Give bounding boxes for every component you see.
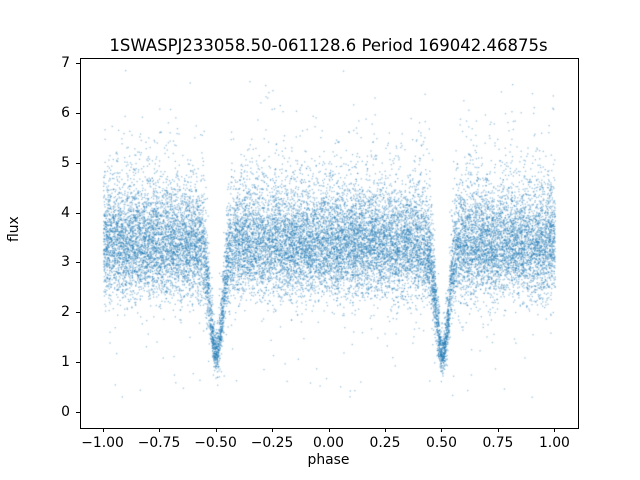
x-tick-mark bbox=[102, 428, 104, 432]
x-tick-mark bbox=[554, 428, 556, 432]
chart-title: 1SWASPJ233058.50-061128.6 Period 169042.… bbox=[109, 36, 548, 55]
y-axis-label: flux bbox=[6, 216, 22, 242]
scatter-canvas bbox=[81, 59, 578, 428]
y-tick-mark bbox=[76, 312, 80, 314]
y-tick-label: 1 bbox=[61, 354, 70, 371]
x-tick-mark bbox=[328, 428, 330, 432]
y-tick-mark bbox=[76, 362, 80, 364]
y-tick-mark bbox=[76, 162, 80, 164]
y-tick-mark bbox=[76, 212, 80, 214]
y-tick-mark bbox=[76, 112, 80, 114]
y-tick-label: 4 bbox=[61, 204, 70, 221]
x-tick-label: −0.25 bbox=[250, 435, 294, 451]
x-tick-label: −1.00 bbox=[81, 435, 124, 451]
y-tick-mark bbox=[76, 262, 80, 264]
x-axis-label: phase bbox=[307, 452, 350, 468]
y-tick-mark bbox=[76, 412, 80, 414]
y-tick-mark bbox=[76, 62, 80, 64]
x-tick-label: 0.00 bbox=[313, 435, 344, 451]
x-tick-label: −0.75 bbox=[137, 435, 181, 451]
x-tick-mark bbox=[272, 428, 274, 432]
x-tick-label: 0.25 bbox=[369, 435, 401, 451]
x-tick-mark bbox=[441, 428, 443, 432]
x-tick-mark bbox=[159, 428, 161, 432]
y-tick-label: 6 bbox=[61, 104, 70, 121]
x-tick-mark bbox=[497, 428, 499, 432]
x-tick-label: −0.50 bbox=[194, 435, 237, 451]
plot-area bbox=[80, 58, 579, 429]
y-tick-label: 5 bbox=[61, 154, 70, 171]
x-tick-mark bbox=[384, 428, 386, 432]
x-tick-label: 0.50 bbox=[425, 435, 457, 451]
y-tick-label: 2 bbox=[61, 304, 70, 321]
x-tick-label: 0.75 bbox=[482, 435, 514, 451]
y-tick-label: 7 bbox=[61, 54, 70, 71]
y-tick-label: 0 bbox=[61, 404, 70, 421]
x-tick-label: 1.00 bbox=[538, 435, 570, 451]
x-tick-mark bbox=[215, 428, 217, 432]
y-tick-label: 3 bbox=[61, 254, 70, 271]
